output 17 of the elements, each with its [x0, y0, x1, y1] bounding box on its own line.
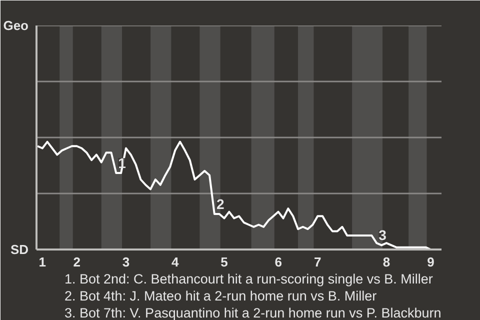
x-tick-label: 8	[382, 254, 390, 270]
annotation: 2	[216, 196, 224, 212]
text: 3. Bot 7th: V. Pasquantino hit a 2-run home run vs P. Blackburn	[64, 306, 442, 320]
x-tick-label: 9	[427, 254, 434, 270]
x-tick-label: 3	[122, 254, 130, 270]
x-tick-label: 5	[220, 254, 228, 270]
annotation: 3	[378, 227, 387, 244]
text: Geo	[3, 18, 29, 33]
x-tick-label: 4	[171, 254, 180, 270]
x-tick-label: 6	[274, 254, 282, 270]
x-tick-label: 2	[73, 254, 80, 270]
x-tick-label: 7	[314, 254, 322, 270]
x-tick-label: 1	[38, 254, 46, 270]
text: SD	[10, 242, 29, 257]
text: 2. Bot 4th: J. Mateo hit a 2-run home run vs B. Miller	[64, 288, 378, 304]
annotation: 1	[118, 155, 126, 172]
text: 1. Bot 2nd: C. Bethancourt hit a run-scoring single vs B. Miller	[64, 272, 434, 286]
